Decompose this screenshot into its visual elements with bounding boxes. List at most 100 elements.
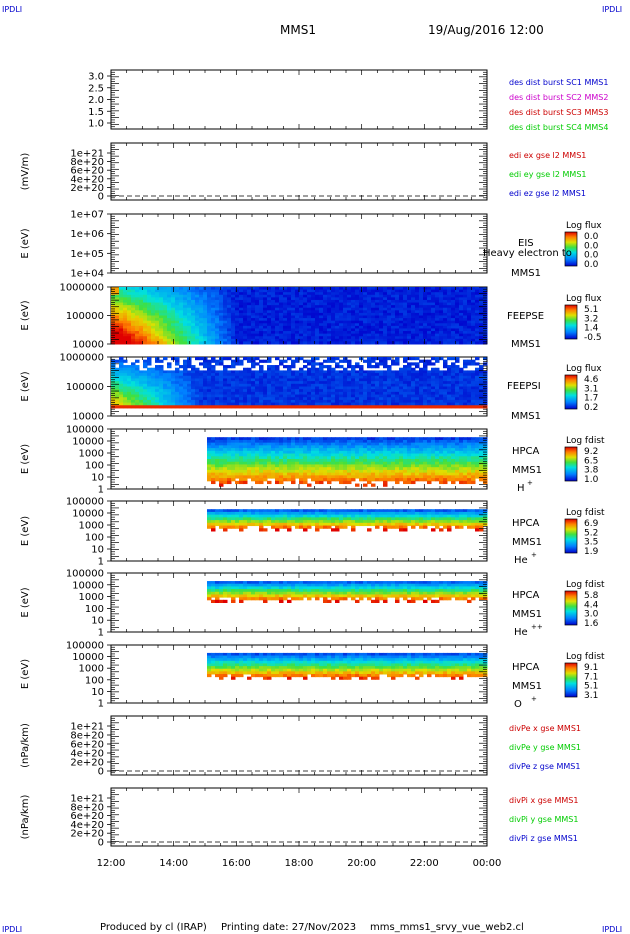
spectrogram-cell — [455, 318, 460, 322]
spectrogram-cell — [163, 402, 168, 406]
spectrogram-cell — [415, 331, 420, 335]
spectrogram-cell — [247, 333, 252, 337]
spectrogram-cell — [339, 378, 344, 382]
spectrogram-cell — [391, 297, 396, 301]
spectrogram-cell — [223, 323, 228, 327]
spectrogram-cell — [131, 294, 136, 298]
spectrogram-cell — [379, 328, 384, 332]
spectrogram-cell — [403, 405, 408, 409]
spectrogram-cell — [287, 459, 292, 463]
spectrogram-cell — [239, 325, 244, 329]
spectrogram-cell — [339, 333, 344, 337]
spectrogram-cell — [383, 450, 388, 455]
spectrogram-cell — [307, 287, 312, 291]
spectrogram-cell — [375, 475, 380, 479]
spectrogram-cell — [319, 399, 324, 404]
spectrogram-cell — [211, 357, 216, 361]
spectrogram-cell — [363, 442, 368, 446]
spectrogram-cell — [339, 437, 344, 441]
spectrogram-cell — [143, 378, 148, 382]
spectrogram-cell — [243, 459, 248, 463]
spectrogram-cell — [391, 394, 396, 398]
spectrogram-cell — [167, 333, 172, 337]
spectrogram-cell — [123, 320, 128, 324]
spectrogram-cell — [115, 381, 120, 385]
spectrogram-cell — [223, 302, 228, 306]
spectrogram-cell — [311, 292, 316, 296]
spectrogram-cell — [379, 341, 384, 345]
spectrogram-cell — [139, 378, 144, 382]
spectrogram-cell — [187, 302, 192, 306]
spectrogram-cell — [315, 391, 320, 396]
spectrogram-cell — [263, 331, 268, 335]
spectrogram-cell — [411, 381, 416, 385]
spectrogram-cell — [467, 312, 472, 316]
spectrogram-cell — [155, 381, 160, 385]
spectrogram-cell — [323, 312, 328, 316]
spectrogram-cell — [347, 437, 352, 441]
spectrogram-cell — [363, 389, 368, 393]
spectrogram-cell — [251, 323, 256, 327]
spectrogram-cell — [367, 389, 372, 393]
spectrogram-cell — [439, 297, 444, 301]
spectrogram-cell — [195, 310, 200, 314]
spectrogram-cell — [331, 357, 336, 361]
spectrogram-cell — [475, 362, 480, 366]
spectrogram-cell — [479, 320, 484, 324]
spectrogram-cell — [471, 328, 476, 332]
spectrogram-cell — [239, 469, 244, 474]
spectrogram-cell — [359, 331, 364, 335]
spectrogram-cell — [395, 325, 400, 329]
spectrogram-cell — [403, 333, 408, 337]
spectrogram-cell — [231, 386, 236, 390]
spectrogram-cell — [415, 373, 420, 377]
spectrogram-cell — [459, 331, 464, 335]
spectrogram-cell — [195, 381, 200, 385]
spectrogram-cell — [223, 310, 228, 314]
spectrogram-cell — [299, 315, 304, 319]
spectrogram-cell — [159, 397, 164, 401]
spectrogram-cell — [307, 464, 312, 468]
spectrogram-cell — [283, 338, 288, 342]
spectrogram-cell — [359, 456, 364, 460]
spectrogram-cell — [159, 333, 164, 337]
spectrogram-cell — [299, 289, 304, 293]
spectrogram-cell — [287, 338, 292, 342]
spectrogram-cell — [339, 320, 344, 324]
spectrogram-cell — [355, 437, 360, 441]
spectrogram-cell — [171, 405, 176, 409]
spectrogram-cell — [323, 383, 328, 387]
spectrogram-cell — [371, 365, 376, 369]
spectrogram-cell — [139, 383, 144, 387]
spectrogram-cell — [443, 315, 448, 319]
spectrogram-cell — [359, 397, 364, 401]
spectrogram-cell — [167, 373, 172, 377]
spectrogram-cell — [295, 461, 300, 465]
spectrogram-cell — [115, 336, 120, 340]
spectrogram-cell — [351, 469, 356, 474]
spectrogram-cell — [143, 320, 148, 324]
spectrogram-cell — [219, 305, 224, 309]
spectrogram-cell — [135, 397, 140, 401]
spectrogram-cell — [255, 386, 260, 390]
spectrogram-cell — [371, 394, 376, 398]
spectrogram-cell — [231, 389, 236, 393]
spectrogram-cell — [267, 472, 272, 476]
spectrogram-cell — [295, 394, 300, 398]
spectrogram-cell — [371, 341, 376, 345]
spectrogram-cell — [283, 375, 288, 379]
spectrogram-cell — [287, 439, 292, 444]
spectrogram-cell — [411, 394, 416, 398]
spectrogram-cell — [283, 389, 288, 393]
spectrogram-cell — [335, 333, 340, 337]
spectrogram-cell — [479, 297, 484, 301]
spectrogram-cell — [303, 310, 308, 314]
spectrogram-cell — [351, 378, 356, 382]
spectrogram-cell — [179, 323, 184, 327]
spectrogram-cell — [327, 381, 332, 385]
spectrogram-cell — [219, 469, 224, 474]
spectrogram-cell — [151, 325, 156, 329]
spectrogram-cell — [167, 307, 172, 311]
spectrogram-cell — [235, 450, 240, 455]
spectrogram-cell — [483, 370, 488, 374]
